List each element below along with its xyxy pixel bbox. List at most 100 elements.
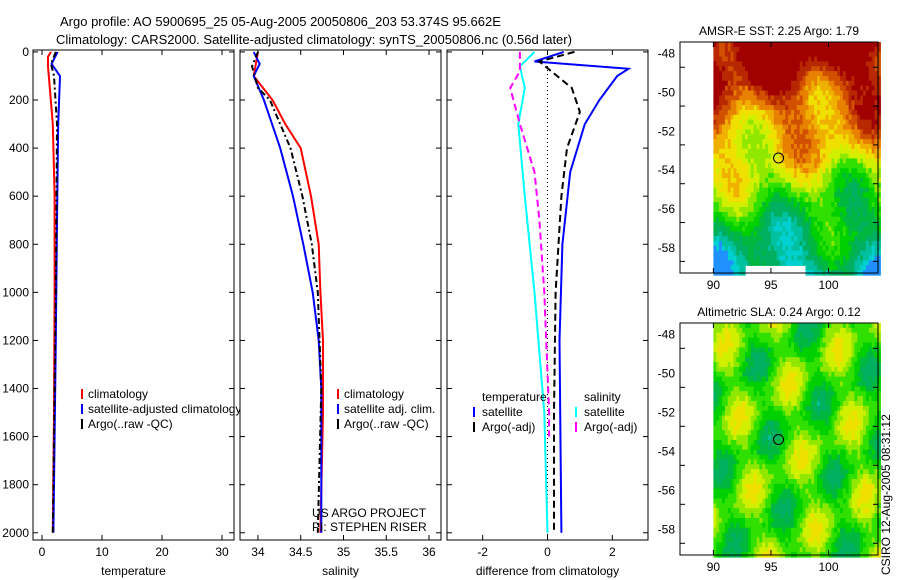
map-cell — [742, 250, 746, 257]
map-cell — [765, 148, 769, 155]
map-cell — [727, 80, 732, 87]
map-cell — [802, 85, 807, 92]
map-cell — [773, 464, 778, 470]
map-cell — [719, 401, 723, 407]
map-cell — [819, 362, 824, 368]
map-cell — [822, 405, 827, 412]
map-cell — [745, 371, 749, 378]
map-cell — [759, 66, 763, 72]
map-cell — [733, 459, 737, 465]
map-cell — [724, 168, 729, 174]
map-cell — [730, 352, 735, 358]
map-cell — [756, 415, 761, 422]
map-cell — [828, 425, 832, 431]
map-cell — [819, 386, 824, 392]
map-cell — [768, 61, 772, 67]
map-cell — [863, 153, 867, 160]
map-cell — [842, 71, 847, 77]
map-cell — [762, 105, 766, 111]
map-cell — [756, 332, 761, 339]
map-cell — [857, 158, 861, 164]
map-cell — [730, 323, 735, 329]
map-cell — [825, 114, 830, 121]
map-cell — [805, 90, 809, 96]
map-cell — [799, 415, 804, 422]
map-cell — [840, 197, 844, 203]
map-cell — [773, 109, 778, 116]
map-cell — [713, 250, 717, 257]
map-cell — [811, 216, 815, 223]
map-cell — [759, 129, 763, 135]
map-cell — [822, 337, 827, 344]
map-cell — [739, 513, 743, 519]
map-cell — [745, 202, 749, 208]
map-cell — [788, 153, 792, 160]
map-cell — [851, 134, 855, 140]
map-cell — [768, 527, 772, 534]
map-cell — [730, 386, 735, 392]
map-cell — [759, 139, 763, 145]
map-cell — [877, 177, 881, 184]
map-cell — [713, 410, 717, 417]
map-cell — [814, 46, 818, 53]
map-cell — [750, 250, 755, 257]
map-cell — [842, 182, 847, 189]
map-cell — [791, 260, 795, 266]
map-cell — [828, 114, 832, 121]
map-cell — [817, 357, 821, 363]
map-cell — [739, 139, 743, 145]
map-cell — [802, 134, 807, 140]
map-cell — [857, 163, 861, 169]
map-cell — [750, 211, 755, 218]
map-cell — [834, 479, 838, 485]
map-cell — [825, 440, 830, 446]
map-cell — [779, 332, 784, 339]
map-cell — [770, 255, 775, 261]
map-cell — [750, 153, 755, 160]
map-cell — [739, 158, 743, 164]
map-cell — [716, 405, 720, 412]
map-cell — [848, 105, 853, 111]
map-cell — [747, 522, 752, 529]
map-cell — [834, 332, 838, 339]
map-cell — [765, 100, 769, 106]
map-cell — [770, 513, 775, 519]
map-cell — [851, 260, 855, 266]
map-cell — [716, 163, 720, 169]
map-cell — [811, 221, 815, 228]
map-cell — [794, 327, 798, 334]
map-cell — [819, 95, 824, 101]
map-cell — [742, 527, 746, 534]
map-cell — [750, 231, 755, 237]
map-cell — [773, 231, 778, 237]
map-cell — [756, 207, 761, 213]
map-cell — [779, 420, 784, 426]
map-cell — [825, 105, 830, 111]
map-cell — [802, 357, 807, 363]
map-cell — [814, 376, 818, 383]
map-cell — [854, 211, 858, 218]
map-cell — [782, 216, 786, 223]
map-cell — [727, 483, 732, 490]
map-cell — [716, 323, 720, 329]
map-cell — [716, 71, 720, 77]
map-cell — [828, 391, 832, 397]
map-cell — [819, 109, 824, 116]
map-cell — [719, 177, 723, 184]
map-cell — [851, 114, 855, 121]
map-cell — [722, 342, 726, 348]
map-cell — [722, 440, 726, 446]
map-cell — [851, 173, 855, 179]
map-cell — [863, 187, 867, 194]
map-cell — [819, 153, 824, 160]
map-cell — [860, 202, 864, 208]
map-cell — [874, 211, 878, 218]
map-cell — [877, 80, 881, 87]
map-cell — [788, 435, 792, 441]
map-cell — [845, 114, 850, 121]
map-cell — [788, 488, 792, 495]
map-cell — [745, 449, 749, 456]
map-cell — [719, 182, 723, 189]
map-cell — [722, 532, 726, 539]
